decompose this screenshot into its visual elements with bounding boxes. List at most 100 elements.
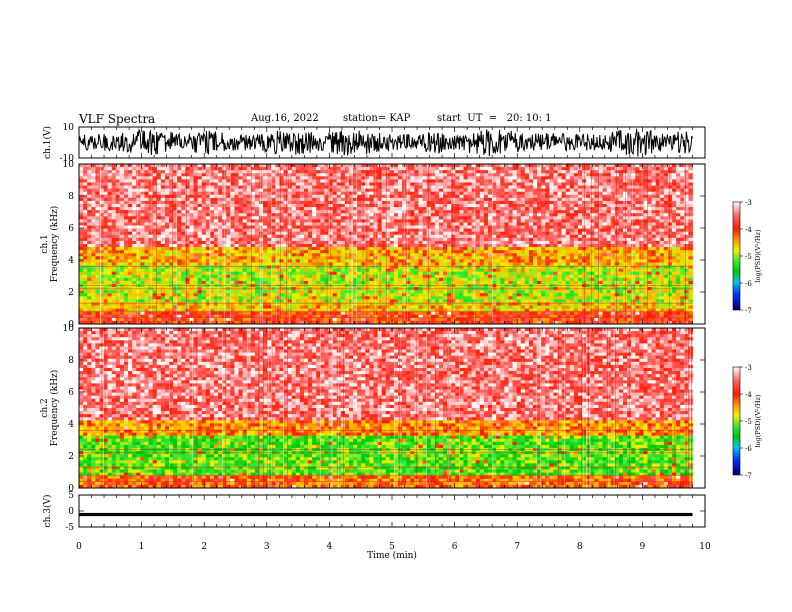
spectrogram-cell: [508, 240, 513, 245]
spectrogram-cell: [532, 197, 538, 202]
spectrogram-cell: [291, 234, 297, 239]
spectrogram-cell: [238, 225, 243, 230]
spectrogram-cell: [197, 164, 203, 168]
spectrogram-cell: [504, 179, 509, 183]
spectrogram-cell: [140, 188, 145, 193]
spectrogram-cell: [160, 194, 166, 199]
spectrogram-cell: [369, 225, 374, 230]
spectrogram-cell: [209, 176, 215, 180]
spectrogram-cell: [103, 253, 109, 257]
spectrogram-cell: [332, 176, 338, 180]
spectrogram-cell: [168, 225, 174, 230]
spectrogram-cell: [132, 182, 137, 186]
spectrogram-cell: [87, 179, 92, 183]
spectrogram-cell: [389, 256, 395, 260]
spectrogram-cell: [618, 197, 624, 202]
spectrogram-cell: [316, 185, 321, 190]
spectrogram-cell: [308, 234, 313, 239]
spectrogram-cell: [663, 204, 669, 208]
spectrogram-cell: [672, 213, 677, 217]
spectrogram-cell: [389, 182, 395, 186]
spectrogram-cell: [177, 191, 182, 196]
spectrogram-cell: [467, 219, 473, 223]
spectrogram-cell: [639, 167, 644, 171]
spectrogram-cell: [565, 228, 571, 233]
spectrogram-cell: [659, 240, 665, 245]
spectrogram-cell: [672, 179, 677, 183]
spectrogram-cell: [189, 247, 194, 251]
spectrogram-cell: [295, 182, 301, 186]
spectrogram-cell: [676, 256, 681, 260]
spectrogram-cell: [418, 179, 423, 183]
spectrogram-cell: [455, 176, 460, 180]
spectrogram-cell: [99, 164, 104, 168]
spectrogram-cell: [520, 167, 526, 171]
spectrogram-cell: [434, 207, 440, 211]
spectrogram-cell: [279, 179, 284, 183]
spectrogram-cell: [250, 265, 256, 270]
spectrogram-cell: [308, 204, 313, 208]
spectrogram-cell: [483, 207, 489, 211]
spectrogram-cell: [635, 244, 640, 248]
spectrogram-cell: [234, 185, 239, 190]
spectrogram-cell: [639, 204, 644, 208]
spectrogram-cell: [173, 231, 178, 236]
spectrogram-cell: [447, 197, 452, 202]
spectrogram-cell: [483, 240, 489, 245]
spectrogram-cell: [635, 240, 640, 245]
spectrogram-cell: [631, 194, 636, 199]
spectrogram-cell: [177, 237, 182, 242]
spectrogram-cell: [651, 207, 657, 211]
spectrogram-cell: [254, 247, 260, 251]
spectrogram-cell: [586, 262, 591, 266]
spectrogram-cell: [209, 182, 215, 186]
spectrogram-cell: [496, 170, 501, 174]
spectrogram-cell: [398, 256, 403, 260]
spectrogram-cell: [144, 250, 149, 254]
spectrogram-cell: [528, 176, 534, 180]
spectrogram-cell: [136, 219, 141, 223]
spectrogram-cell: [369, 219, 374, 223]
spectrogram-cell: [132, 210, 137, 214]
spectrogram-cell: [275, 194, 280, 199]
spectrogram-cell: [336, 197, 342, 202]
spectrogram-cell: [516, 194, 522, 199]
spectrogram-cell: [168, 216, 174, 220]
spectrogram-cell: [549, 164, 554, 168]
spectrogram-cell: [230, 182, 235, 186]
spectrogram-cell: [254, 253, 260, 257]
spectrogram-cell: [602, 176, 607, 180]
spectrogram-cell: [524, 259, 530, 263]
spectrogram-cell: [95, 164, 100, 168]
spectrogram-cell: [222, 170, 227, 174]
spectrogram-cell: [242, 225, 248, 230]
spectrogram-cell: [250, 197, 256, 202]
spectrogram-cell: [87, 182, 92, 186]
spectrogram-cell: [537, 185, 542, 190]
spectrogram-cell: [328, 173, 333, 177]
spectrogram-cell: [549, 170, 554, 174]
spectrogram-cell: [479, 259, 485, 263]
spectrogram-cell: [422, 197, 428, 202]
spectrogram-cell: [230, 207, 235, 211]
spectrogram-cell: [136, 231, 141, 236]
spectrogram-cell: [418, 194, 423, 199]
spectrogram-cell: [148, 210, 154, 214]
spectrogram-cell: [512, 259, 518, 263]
spectrogram-cell: [573, 167, 579, 171]
spectrogram-cell: [672, 170, 677, 174]
spectrogram-cell: [197, 259, 203, 263]
spectrogram-cell: [353, 191, 358, 196]
spectrogram-cell: [590, 167, 595, 171]
spectrogram-cell: [516, 173, 522, 177]
spectrogram-cell: [582, 188, 587, 193]
spectrogram-cell: [320, 244, 325, 248]
spectrogram-cell: [610, 237, 616, 242]
spectrogram-cell: [422, 253, 428, 257]
spectrogram-cell: [443, 222, 448, 226]
spectrogram-cell: [230, 164, 235, 168]
spectrogram-cell: [336, 167, 342, 171]
spectrogram-cell: [242, 182, 248, 186]
spectrogram-cell: [434, 222, 440, 226]
spectrogram-cell: [336, 216, 342, 220]
